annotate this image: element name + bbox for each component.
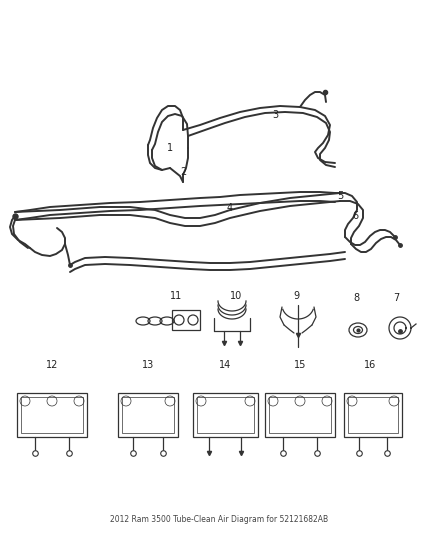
Text: 5: 5 [337,191,343,201]
Bar [122,397,174,433]
Text: 4: 4 [227,203,233,213]
Text: 15: 15 [294,360,306,370]
Bar [172,310,200,330]
Bar [193,393,258,437]
Text: 9: 9 [293,291,299,301]
Text: 6: 6 [352,211,358,221]
Bar [17,393,87,437]
Bar [344,393,402,437]
Text: 1: 1 [167,143,173,153]
Text: 12: 12 [46,360,58,370]
Text: 7: 7 [393,293,399,303]
Text: 13: 13 [142,360,154,370]
Text: 10: 10 [230,291,242,301]
Text: 3: 3 [272,110,278,120]
Bar [265,393,335,437]
Bar [348,397,398,433]
Text: 16: 16 [364,360,376,370]
Bar [21,397,83,433]
Text: 2: 2 [180,167,186,177]
Text: 2012 Ram 3500 Tube-Clean Air Diagram for 52121682AB: 2012 Ram 3500 Tube-Clean Air Diagram for… [110,515,328,524]
Bar [197,397,254,433]
Text: 14: 14 [219,360,231,370]
Text: 8: 8 [353,293,359,303]
Text: 11: 11 [170,291,182,301]
Bar [118,393,178,437]
Bar [269,397,331,433]
